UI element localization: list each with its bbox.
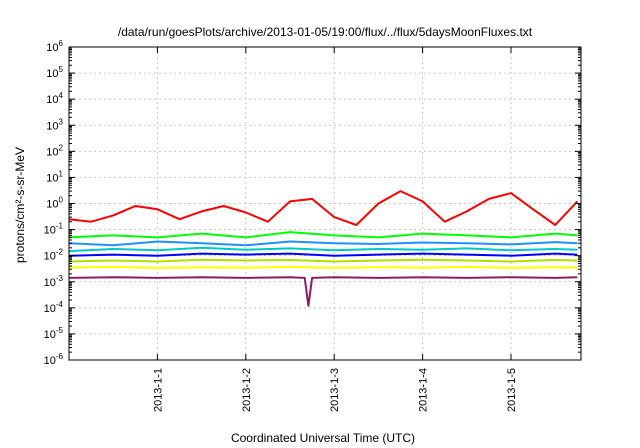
x-tick-label: 2013-1-3 (329, 368, 341, 412)
series-line (68, 265, 578, 269)
y-tick-label: 102 (46, 143, 63, 158)
series-line (68, 276, 578, 307)
y-tick-label: 106 (46, 39, 63, 54)
y-axis: 10-6 10-5 10-4 10-3 10-2 10-1 100 101 102 103 104 1… (44, 39, 581, 367)
y-tick-label: 10-5 (44, 326, 64, 341)
y-tick-label: 100 (46, 196, 63, 211)
chart-title: /data/run/goesPlots/archive/2013-01-05/1… (118, 25, 533, 39)
grid-lines (69, 47, 581, 360)
series-line (68, 240, 578, 247)
x-axis-label: Coordinated Universal Time (UTC) (231, 431, 415, 445)
series-line (68, 231, 578, 239)
series-line (68, 258, 578, 263)
y-tick-label: 10-6 (44, 352, 64, 367)
series-line (68, 246, 578, 253)
x-tick-label: 2013-1-2 (241, 368, 253, 412)
y-tick-label: 103 (46, 117, 63, 132)
series-layer (68, 190, 579, 307)
y-tick-label: 10-1 (44, 222, 64, 237)
y-tick-label: 104 (46, 91, 63, 106)
y-tick-label: 10-4 (44, 300, 64, 315)
x-tick-label: 2013-1-1 (152, 368, 164, 412)
y-axis-label: protons/cm²-s-sr-MeV (13, 147, 27, 263)
x-tick-label: 2013-1-5 (506, 368, 518, 412)
y-tick-label: 105 (46, 65, 63, 80)
y-tick-label: 10-2 (44, 248, 64, 263)
x-tick-label: 2013-1-4 (418, 368, 430, 412)
x-axis: 2013-1-1 2013-1-2 2013-1-3 2013-1-4 2013-1-5 (152, 47, 518, 412)
y-tick-label: 101 (46, 169, 63, 184)
series-line (68, 252, 578, 257)
series-line (68, 190, 579, 226)
y-tick-label: 10-3 (44, 274, 64, 289)
